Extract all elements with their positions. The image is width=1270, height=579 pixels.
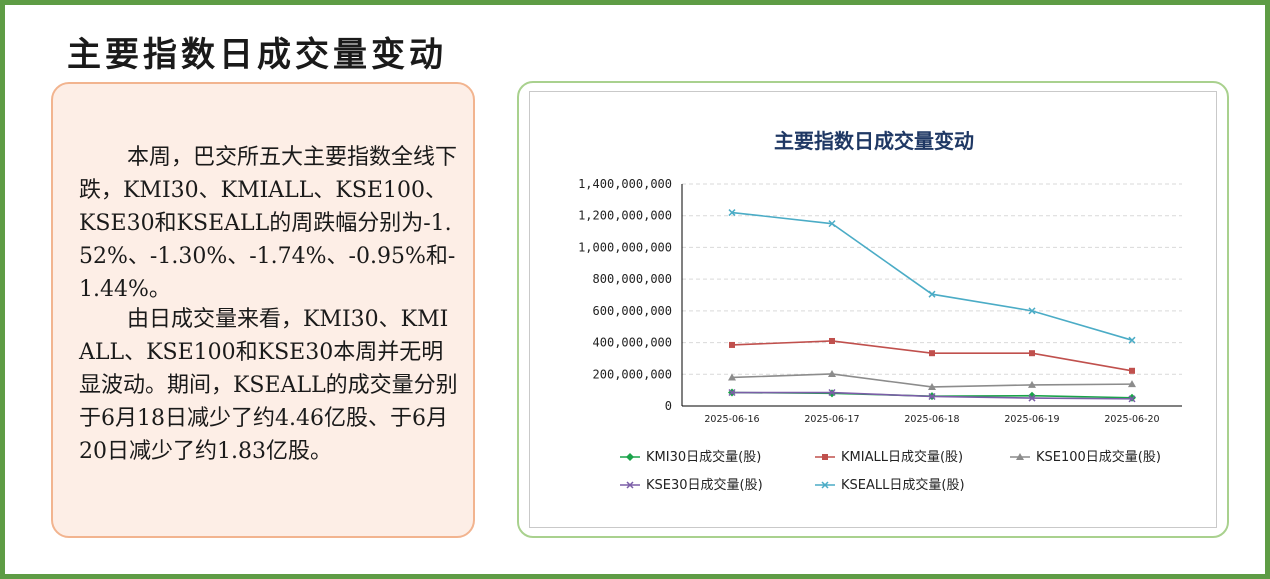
data-point-marker <box>928 290 936 298</box>
y-tick-label: 1,000,000,000 <box>578 240 672 254</box>
legend-item: KSE100日成交量(股) <box>1010 449 1161 465</box>
data-point-marker <box>728 209 736 217</box>
legend-item: KMI30日成交量(股) <box>620 449 761 465</box>
data-point-marker <box>1128 380 1136 388</box>
series-KMI30日成交量(股) <box>728 388 1136 402</box>
y-tick-label: 200,000,000 <box>593 367 672 381</box>
legend-label: KSEALL日成交量(股) <box>841 477 965 493</box>
y-tick-label: 400,000,000 <box>593 336 672 350</box>
data-point-marker <box>828 369 836 377</box>
data-point-marker <box>828 388 836 397</box>
series-KSE100日成交量(股) <box>728 369 1136 390</box>
legend-item: KMIALL日成交量(股) <box>815 449 963 465</box>
series-KSE30日成交量(股) <box>728 388 1136 403</box>
data-point-marker <box>626 453 634 461</box>
data-point-marker <box>1028 380 1036 388</box>
chart-panel: 主要指数日成交量变动 0 200,000,000 400,000,000 600,00… <box>517 81 1229 538</box>
series-KSEALL日成交量(股) <box>728 209 1136 344</box>
data-point-marker <box>1129 367 1135 374</box>
y-tick-label: 800,000,000 <box>593 272 672 286</box>
data-point-marker <box>1029 350 1035 357</box>
legend-item: KSEALL日成交量(股) <box>815 477 965 493</box>
data-point-marker <box>828 220 836 228</box>
x-tick-label: 2025-06-19 <box>1004 414 1059 425</box>
data-point-marker <box>928 392 936 401</box>
chart-title: 主要指数日成交量变动 <box>774 129 974 153</box>
y-tick-label: 600,000,000 <box>593 304 672 318</box>
data-point-marker <box>829 337 835 344</box>
data-point-marker <box>1128 336 1136 344</box>
data-point-marker <box>1128 395 1136 403</box>
x-tick-label: 2025-06-16 <box>704 414 759 425</box>
legend-label: KMIALL日成交量(股) <box>841 449 963 465</box>
y-tick-label: 0 <box>665 399 672 413</box>
data-point-marker <box>1016 453 1024 460</box>
commentary-paragraph-2: 由日成交量来看，KMI30、KMIALL、KSE100和KSE30本周并无明显波… <box>79 307 458 464</box>
legend-item: KSE30日成交量(股) <box>620 477 763 493</box>
y-tick-label: 1,400,000,000 <box>578 177 672 191</box>
commentary-panel: 本周，巴交所五大主要指数全线下跌，KMI30、KMIALL、KSE100、KSE… <box>51 82 475 538</box>
data-point-marker <box>728 373 736 381</box>
data-point-marker <box>728 388 736 397</box>
data-point-marker <box>1128 393 1136 402</box>
data-point-marker <box>1028 307 1036 315</box>
x-tick-label: 2025-06-17 <box>804 414 859 425</box>
chart-area: 主要指数日成交量变动 0 200,000,000 400,000,000 600,00… <box>529 91 1217 528</box>
data-point-marker <box>626 481 634 489</box>
y-tick-label: 1,200,000,000 <box>578 209 672 223</box>
legend-label: KSE100日成交量(股) <box>1036 449 1161 465</box>
legend-label: KMI30日成交量(股) <box>646 449 761 465</box>
x-tick-label: 2025-06-20 <box>1104 414 1159 425</box>
data-point-marker <box>1028 394 1036 402</box>
data-point-marker <box>928 382 936 390</box>
commentary-paragraph-1: 本周，巴交所五大主要指数全线下跌，KMI30、KMIALL、KSE100、KSE… <box>79 145 458 302</box>
series-KMIALL日成交量(股) <box>729 337 1135 374</box>
legend-label: KSE30日成交量(股) <box>646 477 763 493</box>
page-title: 主要指数日成交量变动 <box>67 35 447 75</box>
volume-line-chart: 主要指数日成交量变动 0 200,000,000 400,000,000 600,00… <box>578 129 1182 493</box>
data-point-marker <box>929 350 935 357</box>
data-point-marker <box>822 454 828 460</box>
x-tick-label: 2025-06-18 <box>904 414 959 425</box>
data-point-marker <box>821 481 829 489</box>
data-point-marker <box>729 341 735 348</box>
series-line <box>731 211 1133 341</box>
